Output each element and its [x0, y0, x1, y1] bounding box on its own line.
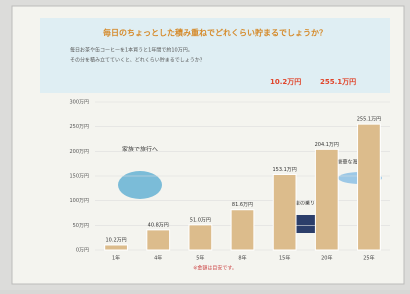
value-label: 153.1万円: [272, 167, 296, 173]
x-tick-label: 15年: [279, 255, 290, 262]
y-tick-label: 250万円: [69, 124, 89, 130]
x-tick-label: 20年: [321, 255, 332, 262]
y-tick-label: 50万円: [73, 223, 89, 229]
x-tick-label: 1年: [112, 255, 120, 262]
x-tick-label: 25年: [363, 255, 374, 262]
bar: [147, 230, 170, 250]
footnote: ※金額は目安です。: [193, 265, 237, 272]
value-label: 204.1万円: [315, 142, 339, 148]
bar: [189, 225, 212, 250]
value-label: 10.2万円: [106, 237, 127, 243]
bar: [105, 245, 128, 250]
travel-illustration: [118, 171, 162, 199]
value-label: 81.6万円: [232, 202, 253, 208]
description: その分を積み立てていくと、どれくらい貯まるでしょうか？: [70, 57, 205, 64]
bar: [315, 149, 338, 250]
x-tick-label: 8年: [238, 255, 246, 262]
x-tick-label: 5年: [196, 255, 204, 262]
description: 毎日お茶や缶コーヒーを1本買うと1年間で約10万円。: [70, 47, 193, 54]
annotation: 家族で旅行へ: [122, 146, 158, 154]
chart-title: 毎日のちょっとした積み重ねでどれくらい貯まるでしょうか？: [103, 28, 327, 38]
y-tick-label: 200万円: [69, 149, 89, 155]
bar: [273, 174, 296, 250]
value-label: 51.0万円: [190, 217, 211, 223]
x-tick-label: 4年: [154, 255, 162, 262]
y-tick-label: 0万円: [76, 248, 89, 254]
highlight: 10.2万円: [270, 78, 301, 86]
highlight: 255.1万円: [320, 78, 356, 86]
value-label: 40.8万円: [148, 222, 169, 228]
bar: [358, 124, 381, 250]
y-tick-label: 300万円: [69, 100, 89, 106]
bar: [231, 210, 254, 250]
chart: 毎日のちょっとした積み重ねでどれくらい貯まるでしょうか？ 毎日お茶や缶コーヒーを…: [0, 0, 410, 290]
value-label: 255.1万円: [357, 117, 381, 123]
y-tick-label: 100万円: [69, 198, 89, 204]
y-tick-label: 150万円: [69, 174, 89, 180]
